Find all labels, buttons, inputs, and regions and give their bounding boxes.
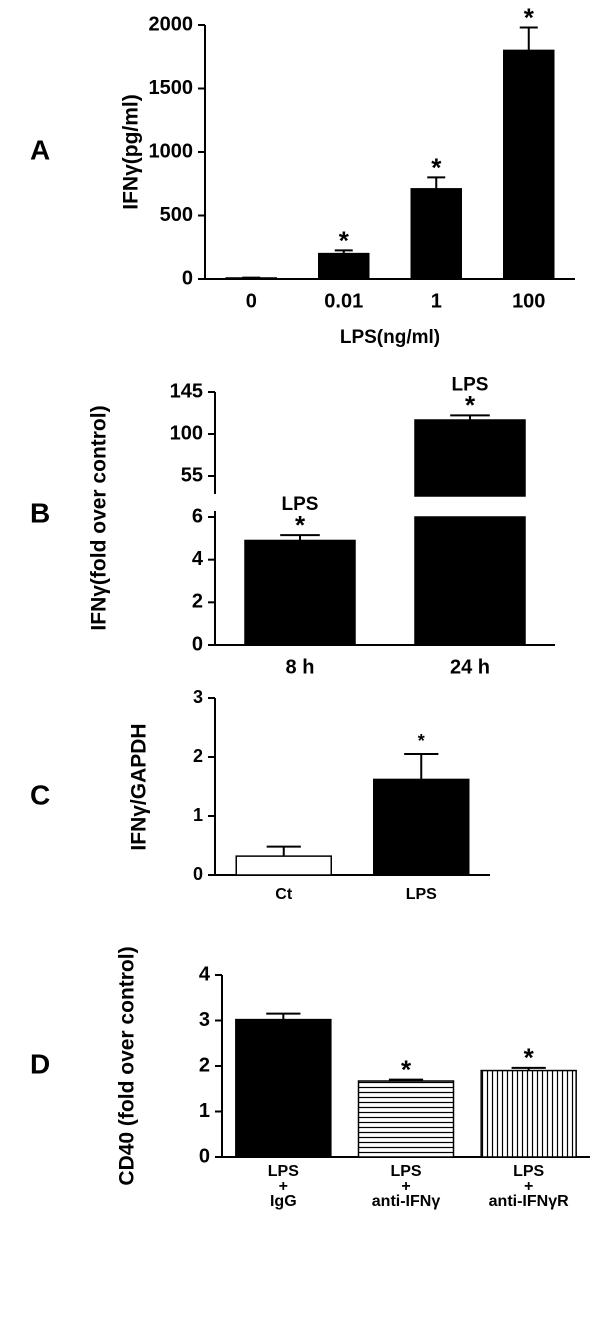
- x-tick-label-line: LPS: [390, 1163, 421, 1180]
- annotation: LPS: [452, 374, 489, 395]
- bar: [414, 516, 526, 646]
- y-tick-label: 0: [199, 1145, 210, 1167]
- annotation: LPS: [282, 494, 319, 515]
- x-tick-label: LPS + anti-IFNγR: [489, 1163, 569, 1210]
- y-tick-label: 500: [160, 204, 193, 226]
- y-axis-label: IFNγ(pg/ml): [120, 94, 143, 210]
- bar: [480, 1069, 577, 1158]
- x-tick-label: 0: [246, 290, 257, 312]
- significance-star: *: [418, 731, 425, 751]
- y-tick-label: 4: [199, 963, 211, 985]
- x-tick-label-line: IgG: [270, 1193, 297, 1210]
- x-tick-label: 0.01: [324, 290, 363, 312]
- y-tick-label: 0: [193, 864, 203, 884]
- y-tick-label: 145: [170, 380, 203, 402]
- x-tick-label-line: +: [524, 1178, 533, 1195]
- x-tick-label: LPS + anti-IFNγ: [372, 1163, 441, 1210]
- x-tick-label-line: anti-IFNγ: [372, 1193, 441, 1210]
- x-tick-label-line: LPS: [268, 1163, 299, 1180]
- bar: [373, 778, 470, 876]
- y-tick-label: 4: [192, 548, 204, 570]
- y-axis-label: CD40 (fold over control): [116, 946, 139, 1185]
- bar: [414, 419, 526, 497]
- x-tick-label-line: +: [401, 1178, 410, 1195]
- significance-star: *: [339, 225, 350, 255]
- x-axis-label: LPS(ng/ml): [340, 327, 440, 348]
- panel-letter: C: [30, 779, 50, 810]
- y-tick-label: 2: [199, 1054, 210, 1076]
- y-axis-label: IFNγ(fold over control): [88, 405, 111, 630]
- y-tick-label: 3: [199, 1009, 210, 1031]
- x-tick-label-line: anti-IFNγR: [489, 1193, 569, 1210]
- bar: [503, 49, 555, 280]
- y-tick-label: 0: [192, 633, 203, 655]
- bar: [235, 855, 332, 876]
- significance-star: *: [524, 2, 535, 32]
- x-tick-label-line: LPS: [513, 1163, 544, 1180]
- bar: [318, 252, 370, 280]
- y-tick-label: 2: [192, 591, 203, 613]
- x-tick-label: 1: [431, 290, 442, 312]
- bar: [410, 188, 462, 280]
- significance-star: *: [295, 510, 306, 540]
- x-tick-label: LPS + IgG: [268, 1163, 299, 1210]
- x-tick-label-line: +: [279, 1178, 288, 1195]
- y-tick-label: 1500: [149, 77, 194, 99]
- panel-letter: A: [30, 134, 50, 165]
- bar: [235, 1018, 332, 1158]
- y-tick-label: 55: [181, 464, 203, 486]
- y-tick-label: 1: [199, 1100, 210, 1122]
- bar: [357, 1080, 455, 1158]
- y-axis-label: IFNγ/GAPDH: [128, 723, 151, 850]
- x-tick-label: 100: [512, 290, 545, 312]
- panel-letter: D: [30, 1048, 50, 1079]
- y-tick-label: 100: [170, 422, 203, 444]
- significance-star: *: [524, 1043, 535, 1073]
- significance-star: *: [465, 390, 476, 420]
- significance-star: *: [401, 1055, 412, 1085]
- x-tick-label: LPS: [406, 886, 437, 903]
- panel-letter: B: [30, 497, 50, 528]
- y-tick-label: 0: [182, 267, 193, 289]
- x-tick-label: 8 h: [286, 656, 315, 678]
- x-tick-label: Ct: [275, 886, 293, 903]
- y-tick-label: 3: [193, 687, 203, 707]
- y-tick-label: 2000: [149, 13, 194, 35]
- y-tick-label: 1000: [149, 140, 194, 162]
- y-tick-label: 1: [193, 805, 203, 825]
- y-tick-label: 2: [193, 746, 203, 766]
- significance-star: *: [431, 152, 442, 182]
- x-tick-label: 24 h: [450, 656, 490, 678]
- bar: [244, 539, 356, 646]
- y-tick-label: 6: [192, 505, 203, 527]
